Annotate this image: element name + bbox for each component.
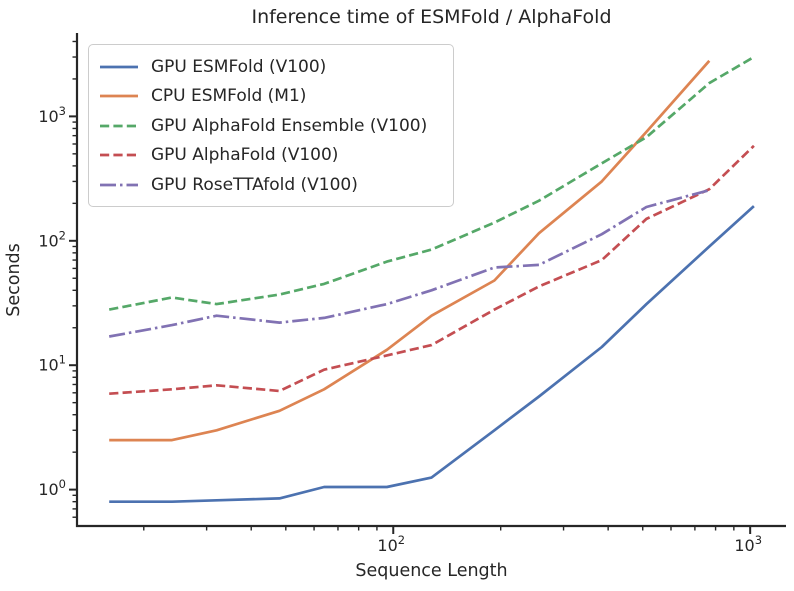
x-tick-label: 103 xyxy=(734,533,762,555)
series-line-gpu-rosettafold-v100 xyxy=(108,188,710,338)
series-line-gpu-alphafold-ensemble-v100 xyxy=(108,55,755,311)
legend-sample-line-icon xyxy=(100,183,138,186)
y-axis-label-text: Seconds xyxy=(4,243,24,317)
legend-item-gpu-alphafold: GPU AlphaFold (V100) xyxy=(99,143,427,168)
y-tick-label: 100 xyxy=(38,477,66,499)
legend-item-gpu-rosettafold: GPU RoseTTAfold (V100) xyxy=(99,172,427,197)
legend-item-gpu-alphafold-ensemble: GPU AlphaFold Ensemble (V100) xyxy=(99,113,427,138)
legend-sample-line-icon xyxy=(100,153,138,157)
y-tick-label: 102 xyxy=(38,228,66,250)
legend-label: GPU ESMFold (V100) xyxy=(151,56,327,77)
y-tick-label: 101 xyxy=(38,353,66,375)
chart-title: Inference time of ESMFold / AlphaFold xyxy=(251,6,612,28)
series-lines xyxy=(108,55,755,504)
series-line-cpu-esmfold-m1 xyxy=(109,59,711,442)
legend-label: CPU ESMFold (M1) xyxy=(151,86,307,106)
legend-label: GPU AlphaFold Ensemble (V100) xyxy=(151,115,428,136)
legend-sample-line-icon xyxy=(100,124,138,127)
legend-sample-line-icon xyxy=(100,94,138,98)
legend-item-cpu-esmfold: CPU ESMFold (M1) xyxy=(99,84,427,109)
legend-sample-line-icon xyxy=(100,65,138,68)
legend-label: GPU RoseTTAfold (V100) xyxy=(151,174,358,195)
legend-label: GPU AlphaFold (V100) xyxy=(151,145,339,165)
series-line-gpu-alphafold-v100 xyxy=(109,144,755,396)
y-tick-label: 103 xyxy=(38,104,66,126)
series-line-gpu-esmfold-v100 xyxy=(109,205,755,504)
x-tick-label: 102 xyxy=(377,533,405,555)
x-axis-label: Sequence Length xyxy=(355,561,508,581)
axis-spines xyxy=(75,33,786,528)
legend-item-gpu-esmfold: GPU ESMFold (V100) xyxy=(99,54,427,79)
legend: GPU ESMFold (V100) CPU ESMFold (M1) GPU … xyxy=(88,44,455,207)
axis-tick-labels: 100 101 102 103 102 103 xyxy=(38,104,762,555)
